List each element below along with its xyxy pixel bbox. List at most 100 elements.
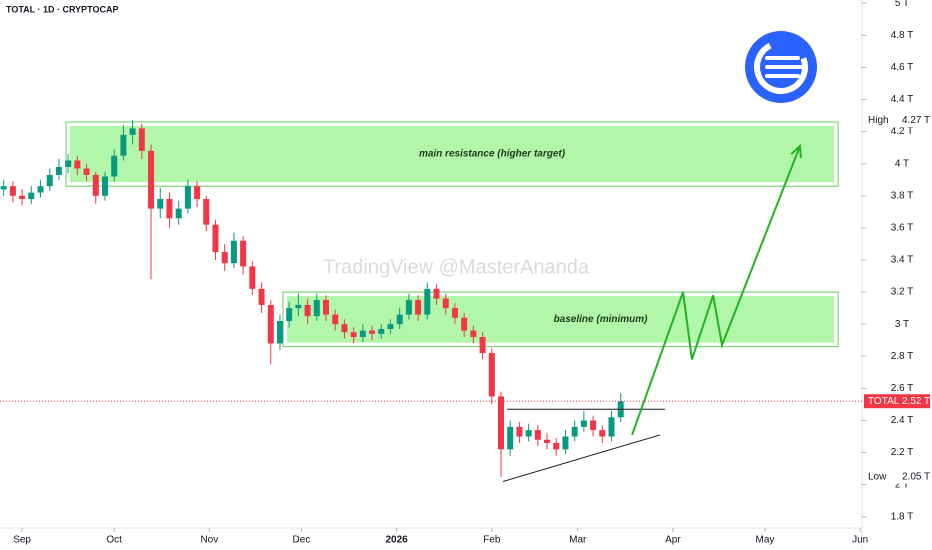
x-tick-label: Feb bbox=[483, 535, 501, 546]
price-axis-panel bbox=[862, 0, 932, 550]
x-tick-label: Apr bbox=[665, 535, 681, 546]
candle-body bbox=[387, 324, 394, 329]
candle-body bbox=[0, 186, 7, 190]
candle-body bbox=[194, 186, 201, 200]
candle-body bbox=[184, 186, 191, 209]
y-tick-label: 4.8 T bbox=[891, 30, 914, 41]
candle-body bbox=[341, 324, 348, 333]
candle-body bbox=[74, 160, 81, 169]
candle-body bbox=[562, 436, 569, 450]
y-tick-label: 3.4 T bbox=[891, 255, 914, 266]
candle-body bbox=[369, 330, 376, 334]
candle-body bbox=[378, 328, 385, 334]
marker-tag bbox=[864, 113, 930, 128]
candle-body bbox=[313, 300, 320, 317]
candle-body bbox=[120, 134, 127, 156]
candle-body bbox=[295, 304, 302, 309]
candle-body bbox=[405, 300, 412, 315]
y-tick-label: 4 T bbox=[895, 158, 909, 169]
candle-body bbox=[534, 430, 541, 440]
candle-body bbox=[479, 337, 486, 354]
marker-tag bbox=[864, 469, 930, 484]
plot-layer: main resistance (higher target) baseline … bbox=[0, 120, 839, 482]
y-tick-label: 4.2 T bbox=[891, 126, 914, 137]
candle-body bbox=[286, 308, 293, 321]
y-tick-label: 4.4 T bbox=[891, 94, 914, 105]
candle-body bbox=[525, 430, 532, 437]
y-tick-label: 3.2 T bbox=[891, 287, 914, 298]
candle-body bbox=[129, 128, 136, 135]
candle-body bbox=[571, 426, 578, 437]
candle-body bbox=[396, 314, 403, 325]
candle-body bbox=[157, 199, 164, 209]
x-tick-label: Nov bbox=[200, 535, 218, 546]
candle-body bbox=[92, 174, 99, 196]
candle-body bbox=[203, 199, 210, 225]
y-tick-label: 5 T bbox=[895, 0, 909, 9]
candle-body bbox=[507, 426, 514, 450]
marker-value: 2.05 T bbox=[902, 471, 930, 482]
candle-body bbox=[516, 426, 523, 437]
candle-body bbox=[83, 168, 90, 175]
candle-body bbox=[488, 353, 495, 397]
x-tick-label: Sep bbox=[13, 535, 31, 546]
candle-body bbox=[553, 442, 560, 450]
candle-body bbox=[249, 266, 256, 289]
candle-body bbox=[323, 300, 330, 315]
marker-value: 4.27 T bbox=[902, 115, 930, 126]
projection-path bbox=[631, 145, 801, 436]
candle-body bbox=[111, 155, 118, 177]
candle-body bbox=[451, 308, 458, 318]
candle-body bbox=[424, 288, 431, 315]
candle-body bbox=[65, 160, 72, 167]
candle-body bbox=[221, 251, 228, 264]
candle-body bbox=[442, 298, 449, 309]
candle-body bbox=[175, 208, 182, 219]
zone-outline bbox=[282, 291, 839, 348]
x-tick-label: Oct bbox=[106, 535, 122, 546]
y-tick-label: 3.6 T bbox=[891, 223, 914, 234]
candle-body bbox=[138, 128, 145, 151]
y-tick-label: 2 T bbox=[895, 479, 909, 490]
candle-body bbox=[497, 396, 504, 450]
candle-body bbox=[9, 186, 16, 196]
candle-body bbox=[240, 240, 247, 267]
logo bbox=[745, 31, 817, 103]
candle-body bbox=[28, 192, 35, 200]
candle-body bbox=[461, 317, 468, 331]
candle-body bbox=[599, 430, 606, 437]
candle-body bbox=[359, 330, 366, 338]
candle-body bbox=[267, 304, 274, 344]
candle-body bbox=[46, 174, 53, 187]
marker-value: 2.52 T bbox=[902, 396, 930, 407]
candle-body bbox=[544, 439, 551, 443]
candle-body bbox=[19, 195, 26, 200]
x-tick-label: May bbox=[756, 535, 775, 546]
candle-body bbox=[276, 320, 283, 344]
y-tick-label: 1.8 T bbox=[891, 511, 914, 522]
y-tick-label: 2.8 T bbox=[891, 351, 914, 362]
candle-body bbox=[230, 240, 237, 264]
candle-body bbox=[433, 288, 440, 299]
marker-label: High bbox=[868, 115, 889, 126]
y-tick-label: 2.6 T bbox=[891, 383, 914, 394]
candle-body bbox=[304, 304, 311, 317]
candle-body bbox=[148, 150, 155, 209]
candle-body bbox=[590, 420, 597, 431]
marker-tag bbox=[864, 394, 930, 409]
marker-label: TOTAL bbox=[868, 396, 900, 407]
x-tick-label: Jun bbox=[852, 535, 868, 546]
zone-outline bbox=[65, 121, 839, 187]
candle-body bbox=[37, 186, 44, 193]
candle-body bbox=[212, 224, 219, 252]
zone bbox=[70, 125, 835, 183]
y-tick-label: 2.4 T bbox=[891, 415, 914, 426]
candle-body bbox=[415, 300, 422, 315]
candle-body bbox=[101, 176, 108, 196]
chart-title: TOTAL · 1D · CRYPTOCAP bbox=[6, 4, 119, 14]
candle-body bbox=[470, 330, 477, 338]
zone-label: baseline (minimum) bbox=[554, 314, 649, 325]
candle-body bbox=[258, 288, 265, 305]
y-tick-label: 2.2 T bbox=[891, 447, 914, 458]
